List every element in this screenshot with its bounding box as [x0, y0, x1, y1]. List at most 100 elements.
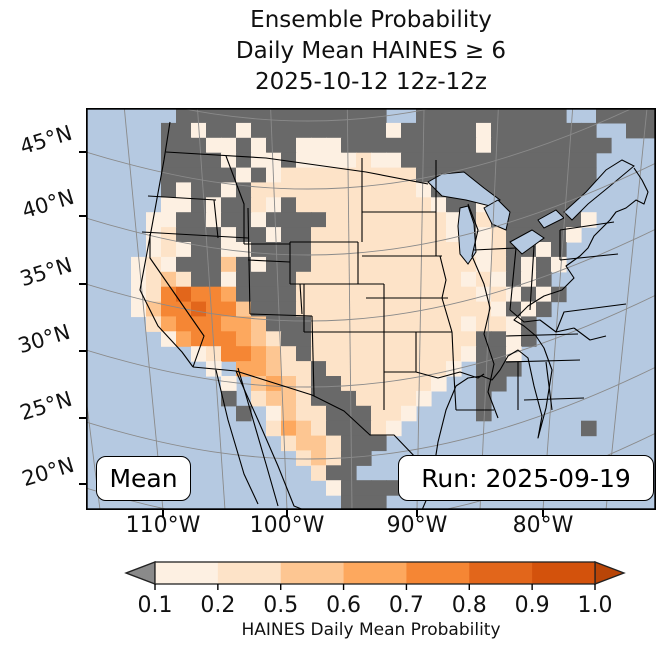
map-cell: [221, 331, 237, 347]
map-cell: [416, 390, 432, 407]
map-cell: [386, 301, 402, 318]
map-cell: [266, 256, 282, 273]
map-cell: [491, 376, 507, 392]
map-cell: [641, 108, 656, 124]
map-cell: [581, 122, 597, 139]
lake-shape: [427, 171, 501, 207]
map-cell: [296, 227, 312, 243]
map-cell: [536, 242, 552, 258]
map-cell: [446, 256, 462, 273]
map-frame: [86, 108, 656, 510]
map-cell: [251, 108, 267, 124]
map-cell: [371, 376, 387, 392]
border-line: [431, 167, 649, 481]
map-cell: [386, 242, 402, 258]
parallel-line: [86, 366, 656, 460]
map-cell: [176, 122, 192, 139]
map-cell: [536, 108, 552, 124]
map-cell: [311, 420, 327, 437]
map-cell: [296, 271, 312, 288]
map-cell: [551, 242, 567, 258]
lon-tick-label: 100°W: [249, 513, 325, 538]
map-cell: [206, 256, 222, 273]
map-cell: [566, 182, 582, 198]
map-cell: [386, 256, 402, 273]
map-cell: [206, 227, 222, 243]
map-cell: [221, 182, 237, 198]
map-cell: [461, 137, 477, 154]
map-cell: [356, 361, 372, 377]
map-cell: [281, 286, 297, 303]
map-cell: [176, 271, 192, 288]
map-cell: [206, 316, 222, 332]
map-cell: [461, 301, 477, 318]
map-cell: [341, 316, 357, 332]
map-cell: [356, 122, 372, 139]
great-lakes: [427, 159, 635, 265]
colorbar-tick-label: 1.0: [578, 593, 613, 618]
map-cell: [206, 122, 222, 139]
map-cell: [416, 331, 432, 347]
map-cell: [386, 331, 402, 347]
map-cell: [191, 256, 207, 273]
map-cell: [311, 361, 327, 377]
meridian-line: [479, 108, 499, 510]
map-cell: [341, 108, 357, 124]
map-cell: [371, 435, 387, 452]
map-cell: [161, 331, 177, 347]
map-cell: [551, 182, 567, 198]
map-cell: [371, 256, 387, 273]
map-cell: [386, 376, 402, 392]
map-cell: [521, 108, 537, 124]
colorbar-segment: [217, 562, 282, 584]
map-cell: [206, 242, 222, 258]
meridian-line: [346, 108, 353, 510]
map-cell: [281, 405, 297, 422]
map-cell: [491, 316, 507, 332]
map-cell: [281, 346, 297, 362]
map-cell: [176, 256, 192, 273]
map-cell: [236, 108, 252, 124]
map-cell: [521, 152, 537, 169]
map-cell: [161, 286, 177, 303]
map-cell: [551, 167, 567, 184]
colorbar-tick-label: 0.5: [263, 593, 298, 618]
map-cell: [401, 316, 417, 332]
map-cell: [581, 420, 597, 437]
map-cell: [296, 450, 312, 466]
map-cell: [296, 346, 312, 362]
border-line: [141, 231, 249, 239]
map-cell: [356, 331, 372, 347]
border-line: [559, 221, 619, 261]
map-cell: [326, 361, 342, 377]
map-cell: [206, 182, 222, 198]
map-cell: [386, 390, 402, 407]
map-cell: [356, 167, 372, 184]
map-cell: [431, 346, 447, 362]
map-cell: [371, 346, 387, 362]
map-cell: [506, 316, 522, 332]
map-cell: [386, 480, 402, 496]
map-cell: [416, 271, 432, 288]
border-line: [473, 247, 517, 251]
map-cell: [356, 137, 372, 154]
map-cell: [356, 286, 372, 303]
map-cell: [386, 227, 402, 243]
map-cell: [281, 167, 297, 184]
map-cell: [446, 242, 462, 258]
border-line: [505, 333, 579, 337]
colorbar-segment: [155, 562, 219, 584]
map-cell: [446, 316, 462, 332]
colorbar-segment: [343, 562, 407, 584]
map-cell: [566, 122, 582, 139]
map-cell: [356, 495, 372, 510]
map-cell: [206, 197, 222, 213]
map-cell: [506, 152, 522, 169]
map-cell: [326, 331, 342, 347]
map-cell: [296, 212, 312, 228]
map-cell: [431, 242, 447, 258]
map-cell: [251, 197, 267, 213]
map-cell: [266, 331, 282, 347]
map-cell: [161, 316, 177, 332]
map-cell: [341, 390, 357, 407]
